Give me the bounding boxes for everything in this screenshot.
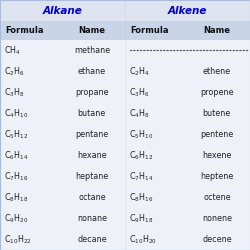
Text: butene: butene	[203, 109, 231, 118]
Bar	[0, 0, 250, 21]
Text: ethane: ethane	[78, 67, 106, 76]
Bar	[0, 82, 250, 103]
Text: $\mathregular{C_5H_{12}}$: $\mathregular{C_5H_{12}}$	[4, 128, 28, 141]
Text: nonene: nonene	[202, 214, 232, 223]
Text: decene: decene	[202, 235, 232, 244]
Text: methane: methane	[74, 46, 110, 55]
Text: decane: decane	[77, 235, 107, 244]
Text: Alkene: Alkene	[168, 6, 207, 16]
Text: Name: Name	[203, 26, 230, 35]
Text: Alkane: Alkane	[42, 6, 82, 16]
Text: Formula: Formula	[5, 26, 44, 35]
Text: $\mathregular{C_5H_{10}}$: $\mathregular{C_5H_{10}}$	[129, 128, 153, 141]
Text: $\mathregular{C_8H_{16}}$: $\mathregular{C_8H_{16}}$	[129, 191, 153, 204]
Text: heptene: heptene	[200, 172, 234, 181]
Text: $\mathregular{C_{10}H_{20}}$: $\mathregular{C_{10}H_{20}}$	[129, 233, 156, 246]
Text: butane: butane	[78, 109, 106, 118]
Bar	[0, 61, 250, 82]
Text: pentene: pentene	[200, 130, 234, 139]
Text: hexene: hexene	[202, 151, 232, 160]
Text: $\mathregular{C_4H_{10}}$: $\mathregular{C_4H_{10}}$	[4, 107, 28, 120]
Bar	[0, 166, 250, 187]
Text: heptane: heptane	[75, 172, 108, 181]
Bar	[0, 40, 250, 61]
Text: $\mathregular{C_2H_6}$: $\mathregular{C_2H_6}$	[4, 65, 24, 78]
Text: propane: propane	[75, 88, 108, 97]
Bar	[0, 145, 250, 166]
Text: $\mathregular{C_6H_{12}}$: $\mathregular{C_6H_{12}}$	[129, 149, 153, 162]
Bar	[0, 208, 250, 229]
Text: $\mathregular{C_2H_4}$: $\mathregular{C_2H_4}$	[129, 65, 150, 78]
Text: $\mathregular{C_6H_{14}}$: $\mathregular{C_6H_{14}}$	[4, 149, 28, 162]
Text: $\mathregular{C_3H_8}$: $\mathregular{C_3H_8}$	[4, 86, 24, 99]
Text: Name: Name	[78, 26, 106, 35]
Bar	[0, 103, 250, 124]
Text: $\mathregular{C_8H_{18}}$: $\mathregular{C_8H_{18}}$	[4, 191, 28, 204]
Bar	[0, 187, 250, 208]
Text: propene: propene	[200, 88, 234, 97]
Bar	[0, 21, 250, 40]
Text: octene: octene	[203, 193, 231, 202]
Text: nonane: nonane	[77, 214, 107, 223]
Text: $\mathregular{C_7H_{14}}$: $\mathregular{C_7H_{14}}$	[129, 170, 153, 183]
Text: $\mathregular{C_3H_6}$: $\mathregular{C_3H_6}$	[129, 86, 150, 99]
Text: $\mathregular{C_{10}H_{22}}$: $\mathregular{C_{10}H_{22}}$	[4, 233, 32, 246]
Text: ethene: ethene	[203, 67, 231, 76]
Text: $\mathregular{CH_4}$: $\mathregular{CH_4}$	[4, 44, 21, 57]
Bar	[0, 124, 250, 145]
Text: $\mathregular{C_7H_{16}}$: $\mathregular{C_7H_{16}}$	[4, 170, 28, 183]
Text: pentane: pentane	[75, 130, 108, 139]
Text: octane: octane	[78, 193, 106, 202]
Bar	[0, 229, 250, 250]
Text: $\mathregular{C_9H_{18}}$: $\mathregular{C_9H_{18}}$	[129, 212, 153, 225]
Text: $\mathregular{C_9H_{20}}$: $\mathregular{C_9H_{20}}$	[4, 212, 28, 225]
Text: $\mathregular{C_4H_8}$: $\mathregular{C_4H_8}$	[129, 107, 150, 120]
Text: Formula: Formula	[130, 26, 168, 35]
Text: hexane: hexane	[77, 151, 107, 160]
